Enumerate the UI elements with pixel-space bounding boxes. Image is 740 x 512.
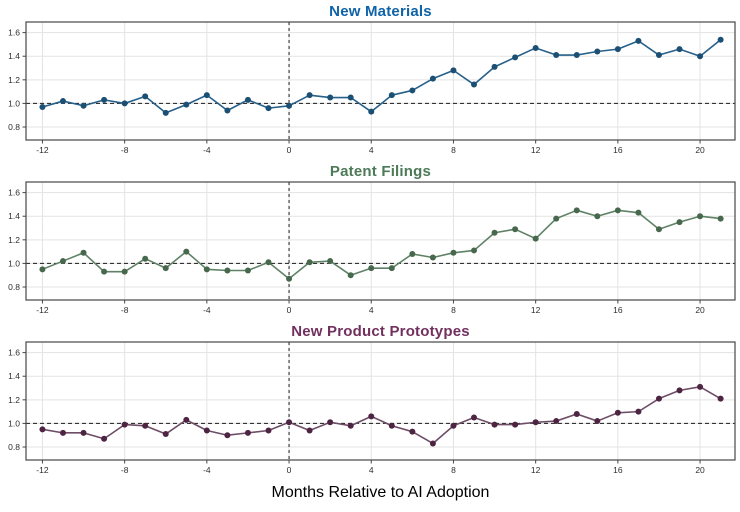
svg-text:8: 8 bbox=[451, 465, 456, 475]
svg-text:4: 4 bbox=[369, 145, 374, 155]
svg-text:4: 4 bbox=[369, 465, 374, 475]
x-axis-label: Months Relative to AI Adoption bbox=[271, 484, 490, 501]
svg-text:20: 20 bbox=[695, 305, 705, 315]
svg-text:-4: -4 bbox=[203, 145, 211, 155]
svg-text:12: 12 bbox=[531, 305, 541, 315]
svg-text:20: 20 bbox=[695, 145, 705, 155]
svg-text:1.2: 1.2 bbox=[8, 395, 20, 405]
chart-title-1: Patent Filings bbox=[329, 163, 432, 180]
panel-patent-filings: Patent Filings -12 -8 -4 0 4 8 12 16 20 0.8 1.0 1.2… bbox=[0, 160, 740, 320]
svg-text:1.4: 1.4 bbox=[8, 51, 20, 61]
svg-text:16: 16 bbox=[613, 145, 623, 155]
svg-text:1.6: 1.6 bbox=[8, 348, 20, 358]
svg-text:-12: -12 bbox=[36, 145, 49, 155]
svg-text:0: 0 bbox=[287, 465, 292, 475]
svg-text:12: 12 bbox=[531, 465, 541, 475]
svg-text:0.8: 0.8 bbox=[8, 122, 20, 132]
svg-text:1.6: 1.6 bbox=[8, 188, 20, 198]
svg-text:-8: -8 bbox=[121, 465, 129, 475]
svg-text:-4: -4 bbox=[203, 305, 211, 315]
svg-text:16: 16 bbox=[613, 305, 623, 315]
svg-text:1.4: 1.4 bbox=[8, 371, 20, 381]
svg-text:0.8: 0.8 bbox=[8, 282, 20, 292]
svg-text:0: 0 bbox=[287, 305, 292, 315]
svg-text:-12: -12 bbox=[36, 465, 49, 475]
svg-text:1.4: 1.4 bbox=[8, 211, 20, 221]
svg-text:0: 0 bbox=[287, 145, 292, 155]
svg-text:4: 4 bbox=[369, 305, 374, 315]
svg-text:-12: -12 bbox=[36, 305, 49, 315]
chart-title-0: New Materials bbox=[329, 3, 432, 20]
chart-svg-2: -12 -8 -4 0 4 8 12 16 20 0.8 1.0 1.2 1.4 1.6 bbox=[8, 341, 736, 475]
svg-text:1.2: 1.2 bbox=[8, 75, 20, 85]
svg-text:1.0: 1.0 bbox=[8, 418, 20, 428]
chart-title-2: New Product Prototypes bbox=[291, 323, 470, 340]
svg-text:0.8: 0.8 bbox=[8, 442, 20, 452]
svg-text:-4: -4 bbox=[203, 465, 211, 475]
chart-svg-0: -12 -8 -4 0 4 8 12 16 20 0.8 1.0 1.2 1.4 1.6 bbox=[8, 21, 736, 155]
panel-new-materials: New Materials -12 -8 -4 0 4 8 12 16 20 0.8 1.0 1.2 1… bbox=[0, 0, 740, 160]
svg-text:8: 8 bbox=[451, 145, 456, 155]
svg-text:1.0: 1.0 bbox=[8, 98, 20, 108]
svg-text:-8: -8 bbox=[121, 305, 129, 315]
svg-text:16: 16 bbox=[613, 465, 623, 475]
svg-text:12: 12 bbox=[531, 145, 541, 155]
panel-new-product-prototypes: New Product Prototypes -12 -8 -4 0 4 8 12 16 20 0… bbox=[0, 320, 740, 480]
svg-text:20: 20 bbox=[695, 465, 705, 475]
svg-text:1.6: 1.6 bbox=[8, 28, 20, 38]
svg-text:1.0: 1.0 bbox=[8, 258, 20, 268]
svg-text:8: 8 bbox=[451, 305, 456, 315]
chart-svg-1: -12 -8 -4 0 4 8 12 16 20 0.8 1.0 1.2 1.4 1.6 bbox=[8, 181, 736, 315]
svg-text:1.2: 1.2 bbox=[8, 235, 20, 245]
svg-text:-8: -8 bbox=[121, 145, 129, 155]
